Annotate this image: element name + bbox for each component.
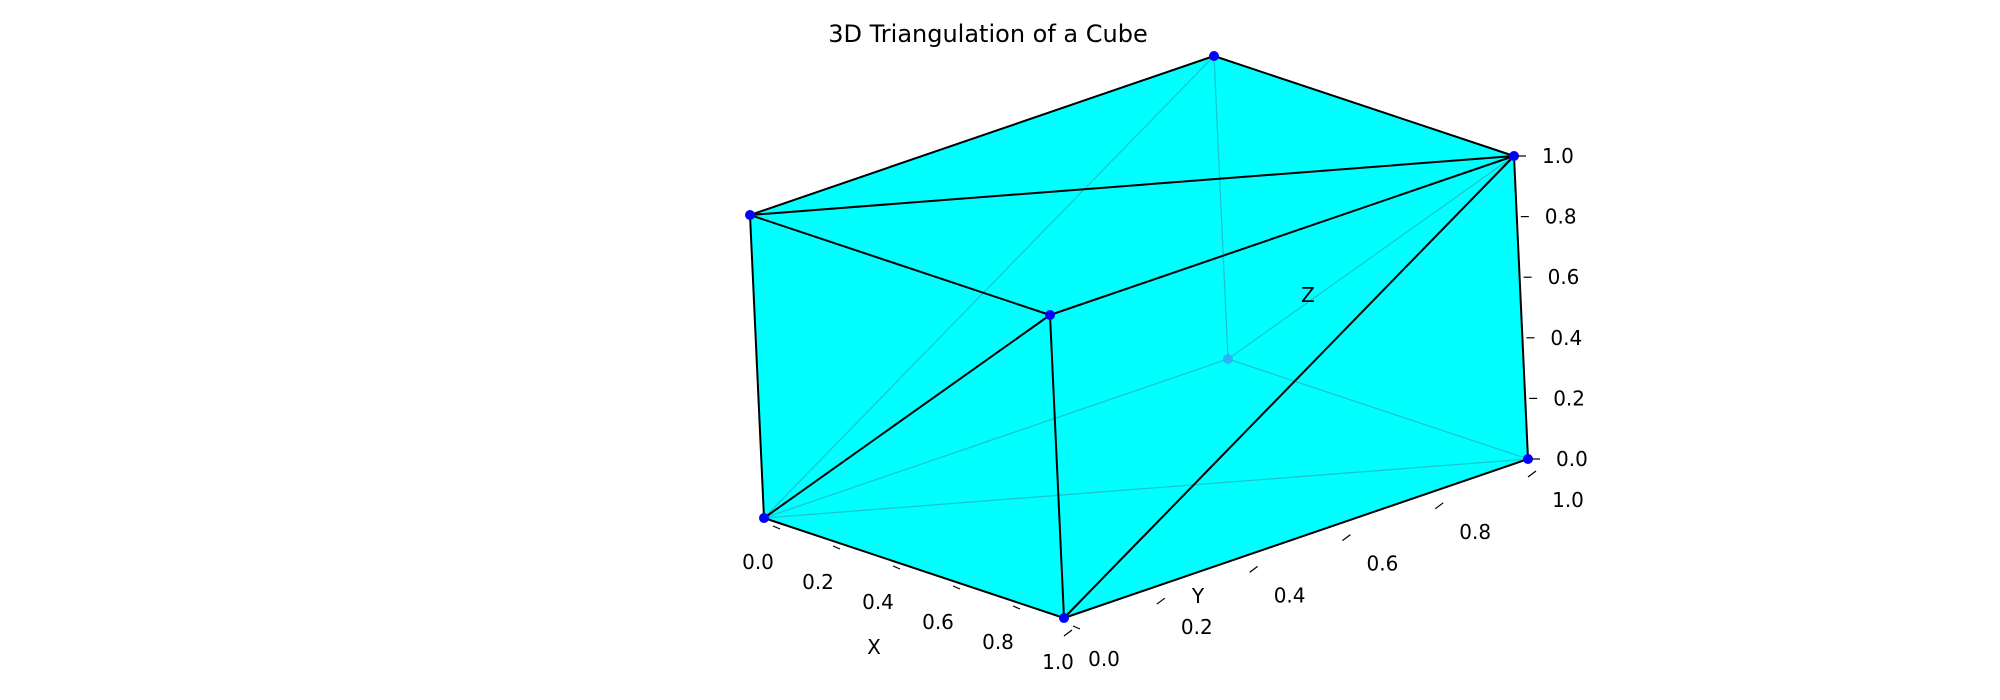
y-tick [1527, 470, 1537, 478]
hidden-edge [1227, 155, 1515, 360]
cube-faces [748, 55, 1529, 619]
y-tick-label: 1.0 [1552, 488, 1584, 512]
x-tick [1072, 625, 1081, 630]
z-axis-label: Z [1301, 283, 1315, 307]
y-tick [1434, 502, 1444, 510]
y-tick [1249, 565, 1258, 573]
y-tick [1342, 534, 1351, 542]
hidden-edges [763, 55, 1529, 519]
visible-edge [1063, 155, 1515, 619]
visible-edge [749, 214, 765, 519]
x-tick [772, 525, 781, 530]
visible-edge [1513, 155, 1529, 460]
z-tick-label: 1.0 [1542, 144, 1574, 168]
y-tick-label: 0.8 [1459, 520, 1491, 544]
y-tick [1156, 597, 1166, 605]
vertex-point [1223, 354, 1233, 364]
z-tick-label: 0.2 [1553, 386, 1585, 410]
z-tick-label: 0.8 [1545, 205, 1577, 229]
x-tick-label: 1.0 [1042, 650, 1074, 674]
x-axis: 0.0 0.2 0.4 0.6 0.8 1.0 [742, 525, 1081, 674]
chart-title: 3D Triangulation of a Cube [828, 20, 1147, 48]
hidden-edge [763, 458, 1529, 519]
visible-edge [1213, 55, 1515, 157]
vertex-point [745, 210, 755, 220]
visible-edges [749, 55, 1529, 619]
y-axis: 0.0 0.2 0.4 0.6 0.8 1.0 [1063, 470, 1584, 671]
x-tick [892, 565, 901, 570]
y-axis-label: Y [1191, 584, 1205, 608]
vertex-point [1523, 454, 1533, 464]
y-tick-label: 0.6 [1366, 552, 1398, 576]
x-axis-label: X [867, 635, 881, 659]
x-tick [832, 545, 841, 550]
y-tick [1063, 629, 1073, 637]
visible-edge [1049, 155, 1515, 316]
x-tick [952, 585, 961, 590]
visible-edge [763, 517, 1065, 619]
x-tick [1012, 605, 1021, 610]
z-tick-label: 0.0 [1556, 447, 1588, 471]
y-tick-label: 0.4 [1274, 583, 1306, 607]
hidden-edge [763, 55, 1215, 519]
z-tick-label: 0.6 [1548, 265, 1580, 289]
visible-edge [749, 214, 1051, 316]
hidden-edge [1227, 358, 1529, 460]
vertex-points [745, 51, 1533, 623]
vertex-point [1045, 310, 1055, 320]
visible-edge [1063, 458, 1529, 619]
x-tick-label: 0.4 [862, 590, 894, 614]
hidden-edge [1213, 55, 1229, 360]
z-axis: 0.0 0.2 0.4 0.6 0.8 1.0 [1518, 144, 1588, 471]
visible-edge [763, 314, 1051, 519]
hidden-edge [763, 358, 1229, 519]
vertex-point [1059, 613, 1069, 623]
y-tick-label: 0.0 [1088, 647, 1120, 671]
visible-edge [1049, 314, 1065, 619]
visible-edge [749, 155, 1515, 216]
x-tick-label: 0.8 [982, 630, 1014, 654]
x-tick-label: 0.0 [742, 550, 774, 574]
vertex-point [1209, 51, 1219, 61]
y-tick-label: 0.2 [1181, 615, 1213, 639]
z-tick-label: 0.4 [1550, 326, 1582, 350]
x-tick-label: 0.2 [802, 570, 834, 594]
x-tick-label: 0.6 [922, 610, 954, 634]
visible-edge [749, 55, 1215, 216]
vertex-point [759, 513, 769, 523]
vertex-point [1509, 151, 1519, 161]
